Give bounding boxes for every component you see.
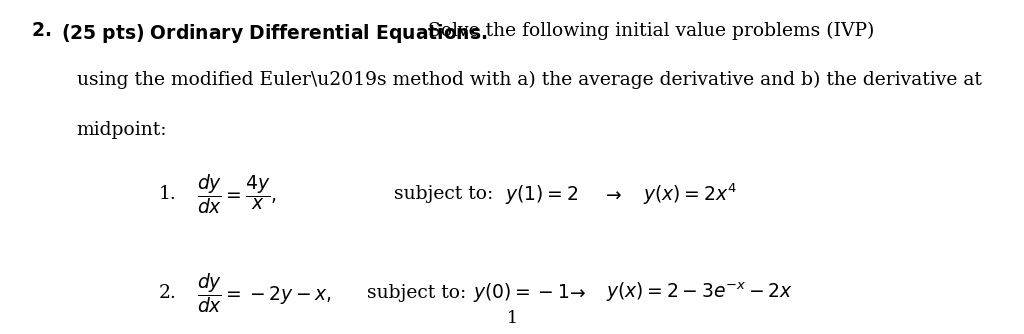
- Text: $y(x) = 2x^4$: $y(x) = 2x^4$: [643, 181, 737, 207]
- Text: $\mathbf{(25\ pts)\ Ordinary\ Differential\ Equations.}$: $\mathbf{(25\ pts)\ Ordinary\ Differenti…: [61, 22, 488, 45]
- Text: $y(1) = 2$: $y(1) = 2$: [505, 183, 578, 205]
- Text: midpoint:: midpoint:: [77, 121, 167, 139]
- Text: $y(x) = 2 - 3e^{-x} - 2x$: $y(x) = 2 - 3e^{-x} - 2x$: [606, 281, 794, 304]
- Text: using the modified Euler\u2019s method with a) the average derivative and b) the: using the modified Euler\u2019s method w…: [77, 71, 982, 90]
- Text: subject to:: subject to:: [367, 284, 466, 302]
- Text: Solve the following initial value problems (IVP): Solve the following initial value proble…: [428, 22, 874, 40]
- Text: $\dfrac{dy}{dx} = -2y - x,$: $\dfrac{dy}{dx} = -2y - x,$: [197, 271, 331, 315]
- Text: $\rightarrow$: $\rightarrow$: [602, 185, 623, 203]
- Text: $y(0) = -1$: $y(0) = -1$: [473, 281, 569, 304]
- Text: subject to:: subject to:: [394, 185, 494, 203]
- Text: $\dfrac{dy}{dx} = \dfrac{4y}{x},$: $\dfrac{dy}{dx} = \dfrac{4y}{x},$: [197, 172, 276, 216]
- Text: 1.: 1.: [159, 185, 176, 203]
- Text: $\rightarrow$: $\rightarrow$: [566, 283, 587, 302]
- Text: 1: 1: [507, 310, 517, 327]
- Text: $\mathbf{2.}$: $\mathbf{2.}$: [31, 22, 51, 40]
- Text: 2.: 2.: [159, 284, 176, 302]
